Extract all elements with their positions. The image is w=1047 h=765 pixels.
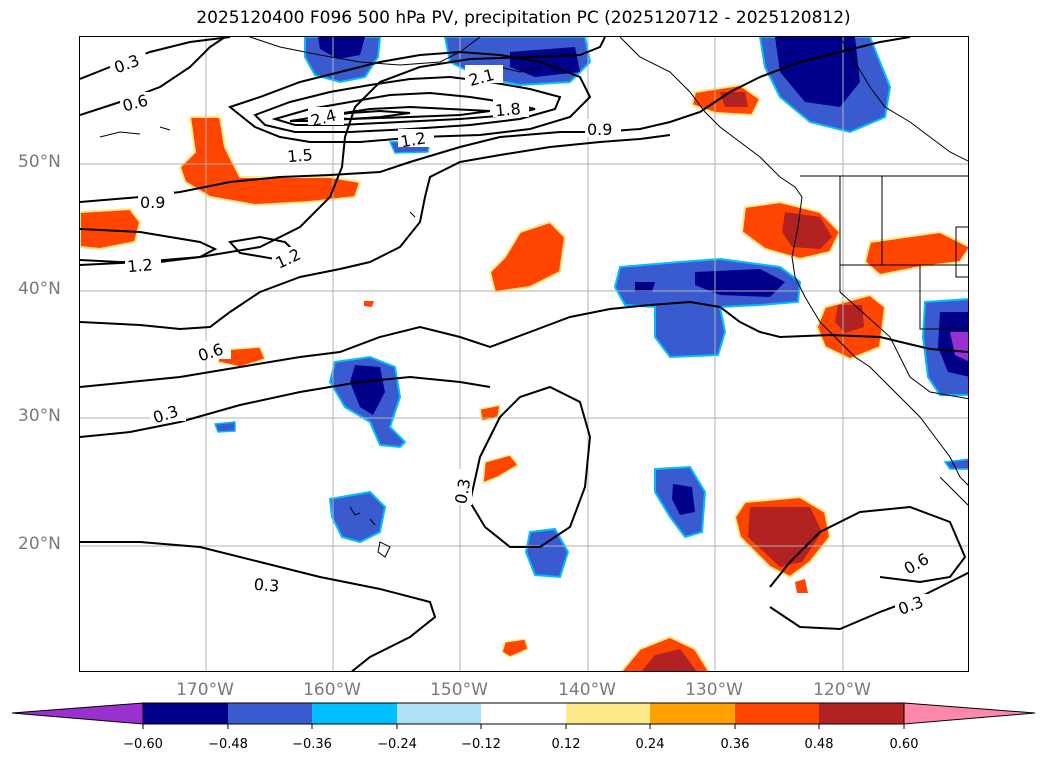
map-canvas: 0.3 0.6 2.1 2.4 1.8 1.2 0.9 1.5 0.9 1.2 … [80, 37, 968, 671]
colorbar-bin [228, 703, 312, 724]
lat-label-30n: 30°N [18, 406, 61, 426]
colorbar-bin [397, 703, 481, 724]
lon-label-140w: 140°W [558, 680, 616, 700]
colorbar-tick-label: −0.36 [292, 737, 332, 752]
colorbar-over-arrow [903, 702, 1036, 725]
contour-label: 0.9 [587, 120, 612, 139]
lat-label-20n: 20°N [18, 534, 61, 554]
colorbar-bin [819, 703, 904, 724]
colorbar-tick-label: 0.12 [551, 737, 581, 752]
colorbar-tick-label: 0.60 [889, 737, 919, 752]
map-panel: 0.3 0.6 2.1 2.4 1.8 1.2 0.9 1.5 0.9 1.2 … [79, 36, 969, 672]
colorbar-bin [650, 703, 735, 724]
colorbar-under-arrow [11, 702, 144, 725]
lon-label-150w: 150°W [430, 680, 488, 700]
lon-label-120w: 120°W [813, 680, 871, 700]
contour-label: 0.3 [451, 477, 474, 505]
colorbar-tick-label: 0.36 [720, 737, 750, 752]
lon-label-160w: 160°W [303, 680, 361, 700]
colorbar-bin [735, 703, 819, 724]
lon-label-130w: 130°W [685, 680, 743, 700]
lat-label-50n: 50°N [18, 152, 61, 172]
contour-label: 0.3 [253, 575, 280, 596]
colorbar-tick-label: 0.24 [635, 737, 665, 752]
lon-label-170w: 170°W [176, 680, 234, 700]
contour-label: 1.2 [399, 128, 427, 151]
colorbar-tick-label: −0.12 [461, 737, 501, 752]
contour-label: 1.5 [286, 145, 313, 166]
contour-label: 1.2 [126, 255, 153, 276]
colorbar-tick-label: −0.60 [123, 737, 163, 752]
colorbar-bin [566, 703, 650, 724]
colorbar [11, 702, 1036, 729]
colorbar-bin [143, 703, 228, 724]
contour-label: 1.8 [494, 99, 521, 120]
colorbar-tick-label: −0.48 [208, 737, 248, 752]
map-title: 2025120400 F096 500 hPa PV, precipitatio… [196, 8, 851, 28]
coastlines [99, 37, 968, 558]
colorbar-tick-label: −0.24 [377, 737, 417, 752]
colorbar-bin [481, 703, 566, 724]
colorbar-tick-label: 0.48 [804, 737, 834, 752]
colorbar-bin [312, 703, 397, 724]
contour-label: 0.9 [140, 193, 165, 212]
lat-label-40n: 40°N [18, 279, 61, 299]
